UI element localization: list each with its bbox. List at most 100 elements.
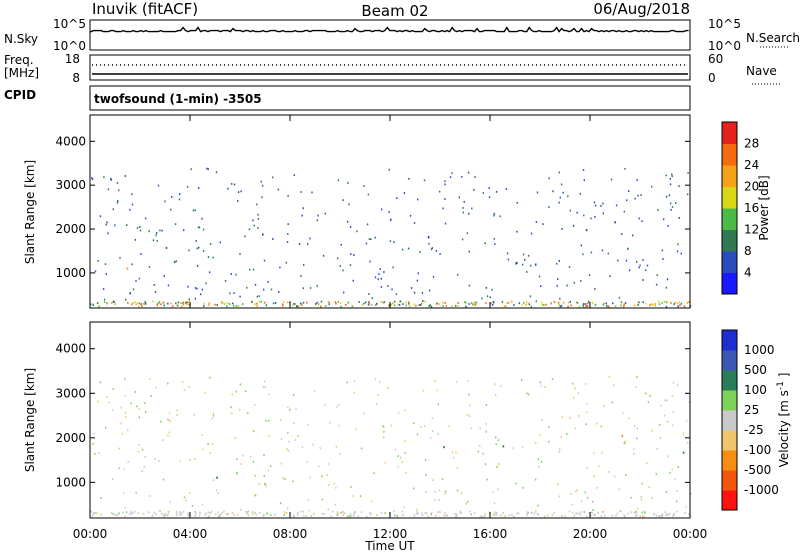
data-point: [537, 513, 539, 516]
data-point: [254, 494, 256, 497]
data-point: [223, 510, 225, 513]
data-point: [302, 510, 305, 513]
data-point: [232, 305, 235, 307]
data-point: [413, 514, 416, 517]
data-point: [477, 450, 480, 453]
data-point: [170, 302, 172, 305]
data-point: [388, 304, 390, 307]
data-point: [559, 305, 562, 308]
data-point: [105, 426, 107, 429]
data-point: [177, 301, 180, 304]
data-point: [663, 414, 666, 417]
data-point: [140, 303, 142, 305]
data-point: [584, 491, 586, 494]
data-point: [668, 194, 671, 197]
data-point: [580, 280, 582, 282]
data-point: [623, 303, 625, 306]
data-point: [343, 512, 346, 515]
data-point: [661, 301, 663, 304]
data-point: [120, 422, 122, 425]
data-point: [289, 408, 291, 411]
data-point: [659, 515, 662, 518]
data-point: [651, 185, 653, 188]
data-point: [527, 302, 530, 305]
data-point: [427, 515, 429, 518]
data-point: [469, 404, 471, 407]
data-point: [272, 238, 274, 240]
data-point: [415, 304, 417, 307]
data-point: [534, 263, 537, 266]
data-point: [359, 495, 362, 497]
data-point: [569, 417, 571, 419]
data-point: [455, 515, 458, 518]
data-point: [485, 302, 487, 305]
data-point: [454, 513, 456, 515]
data-point: [174, 223, 177, 225]
data-point: [365, 301, 367, 304]
data-point: [682, 451, 685, 454]
data-point: [207, 443, 209, 445]
data-point: [539, 381, 542, 384]
data-point: [594, 513, 596, 516]
data-point: [674, 301, 676, 304]
data-point: [465, 502, 467, 505]
data-point: [524, 258, 526, 261]
data-point: [482, 192, 484, 194]
velocity-cbar-cell: [722, 410, 737, 431]
data-point: [655, 472, 657, 475]
data-point: [287, 406, 289, 409]
data-point: [254, 474, 256, 477]
data-point: [319, 447, 321, 450]
data-point: [274, 513, 276, 516]
data-point: [226, 305, 228, 308]
data-point: [417, 198, 419, 201]
data-point: [306, 461, 309, 463]
data-point: [216, 476, 218, 479]
data-point: [140, 253, 142, 255]
data-point: [307, 243, 309, 246]
data-point: [157, 302, 160, 305]
data-point: [635, 512, 637, 514]
data-point: [442, 207, 444, 210]
data-point: [318, 303, 320, 305]
data-point: [461, 175, 463, 178]
data-point: [202, 228, 205, 231]
data-point: [436, 389, 439, 392]
data-point: [656, 274, 658, 276]
data-point: [268, 419, 270, 422]
data-point: [368, 301, 370, 304]
data-point: [185, 301, 187, 304]
data-point: [318, 465, 320, 468]
data-point: [201, 503, 204, 506]
data-point: [215, 489, 218, 492]
x-tick-label: 08:00: [273, 527, 308, 541]
data-point: [335, 405, 338, 408]
data-point: [616, 512, 619, 515]
data-point: [195, 240, 197, 242]
data-point: [204, 513, 206, 516]
data-point: [561, 515, 563, 517]
data-point: [663, 218, 665, 221]
data-point: [188, 298, 190, 301]
data-point: [382, 301, 385, 304]
data-point: [104, 263, 107, 265]
data-point: [280, 462, 283, 465]
velocity-cbar-cell: [722, 370, 737, 391]
data-point: [134, 239, 137, 241]
data-point: [350, 253, 352, 255]
data-point: [307, 423, 309, 426]
data-point: [665, 286, 668, 289]
data-point: [667, 455, 669, 458]
data-point: [642, 279, 644, 281]
data-point: [384, 512, 386, 515]
data-point: [672, 381, 675, 384]
data-point: [569, 209, 571, 212]
data-point: [543, 304, 545, 306]
data-point: [605, 302, 607, 305]
data-point: [141, 305, 143, 307]
data-point: [623, 210, 625, 213]
data-point: [495, 513, 498, 516]
data-point: [435, 250, 438, 252]
data-point: [220, 513, 222, 516]
data-point: [260, 300, 262, 303]
